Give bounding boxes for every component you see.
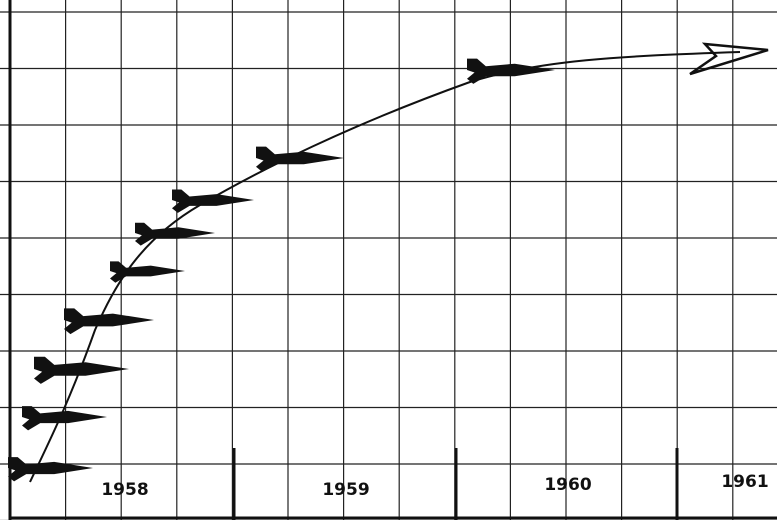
aircraft-silhouette — [135, 222, 215, 246]
aircraft-silhouette — [172, 189, 254, 213]
year-label: 1958 — [101, 480, 148, 500]
year-label: 1960 — [544, 475, 591, 495]
year-label: 1961 — [721, 472, 768, 492]
aircraft-silhouette — [467, 58, 555, 84]
aircraft-silhouette — [22, 406, 107, 431]
aircraft-silhouette — [8, 457, 93, 482]
aircraft — [8, 58, 555, 482]
aircraft-silhouette — [110, 261, 185, 283]
year-label: 1959 — [322, 480, 369, 500]
aircraft-silhouette — [256, 146, 344, 172]
arrow-head — [689, 42, 769, 76]
aircraft-silhouette — [64, 308, 154, 335]
year-dividers — [232, 448, 679, 520]
aircraft-silhouette — [34, 356, 129, 384]
